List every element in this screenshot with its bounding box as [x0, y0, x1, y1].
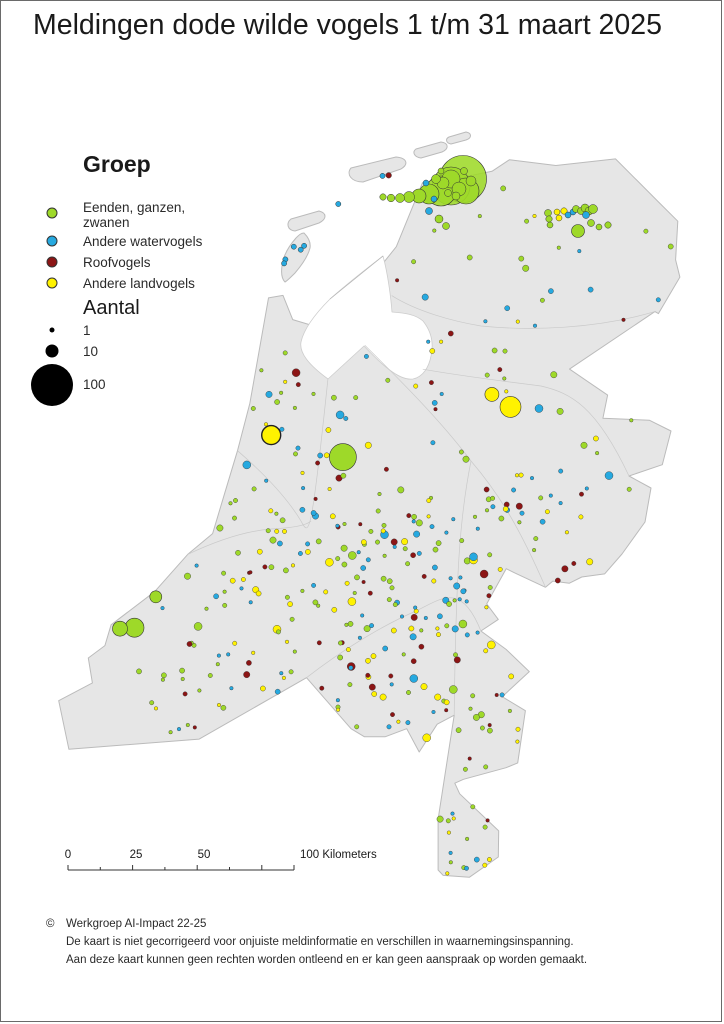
svg-text:50: 50: [198, 849, 211, 861]
svg-text:0: 0: [65, 849, 71, 861]
svg-text:25: 25: [130, 849, 143, 861]
svg-text:100 Kilometers: 100 Kilometers: [300, 849, 377, 861]
